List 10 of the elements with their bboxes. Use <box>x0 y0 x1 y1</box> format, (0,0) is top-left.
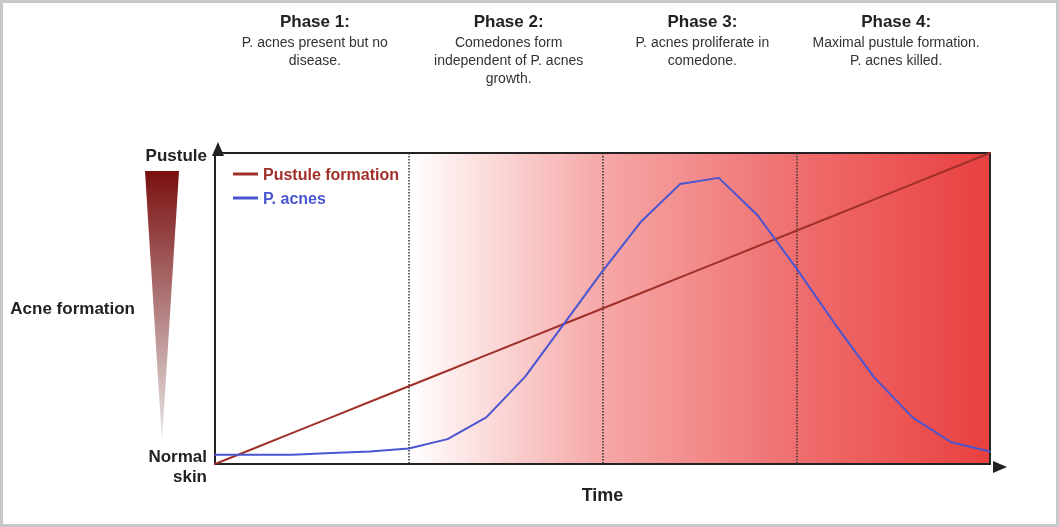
text: Phase 4: Maximal pustule formation. P. acnes killed. <box>811 11 981 69</box>
text: Phase 1: P. acnes present but no disease. <box>240 11 389 69</box>
x-axis-title: Time <box>581 485 624 505</box>
text: Phase 3: P. acnes proliferate in comedone. <box>634 11 771 69</box>
y-axis-title: Acne formation <box>10 299 135 318</box>
text: Normal skin <box>147 447 207 487</box>
legend-label: P. acnes <box>263 189 326 207</box>
legend-label: Pustule formation <box>263 165 400 183</box>
text: Phase 2: Comedones form independent of P. acnes growth. <box>433 11 585 87</box>
text: Pustule <box>144 146 207 166</box>
